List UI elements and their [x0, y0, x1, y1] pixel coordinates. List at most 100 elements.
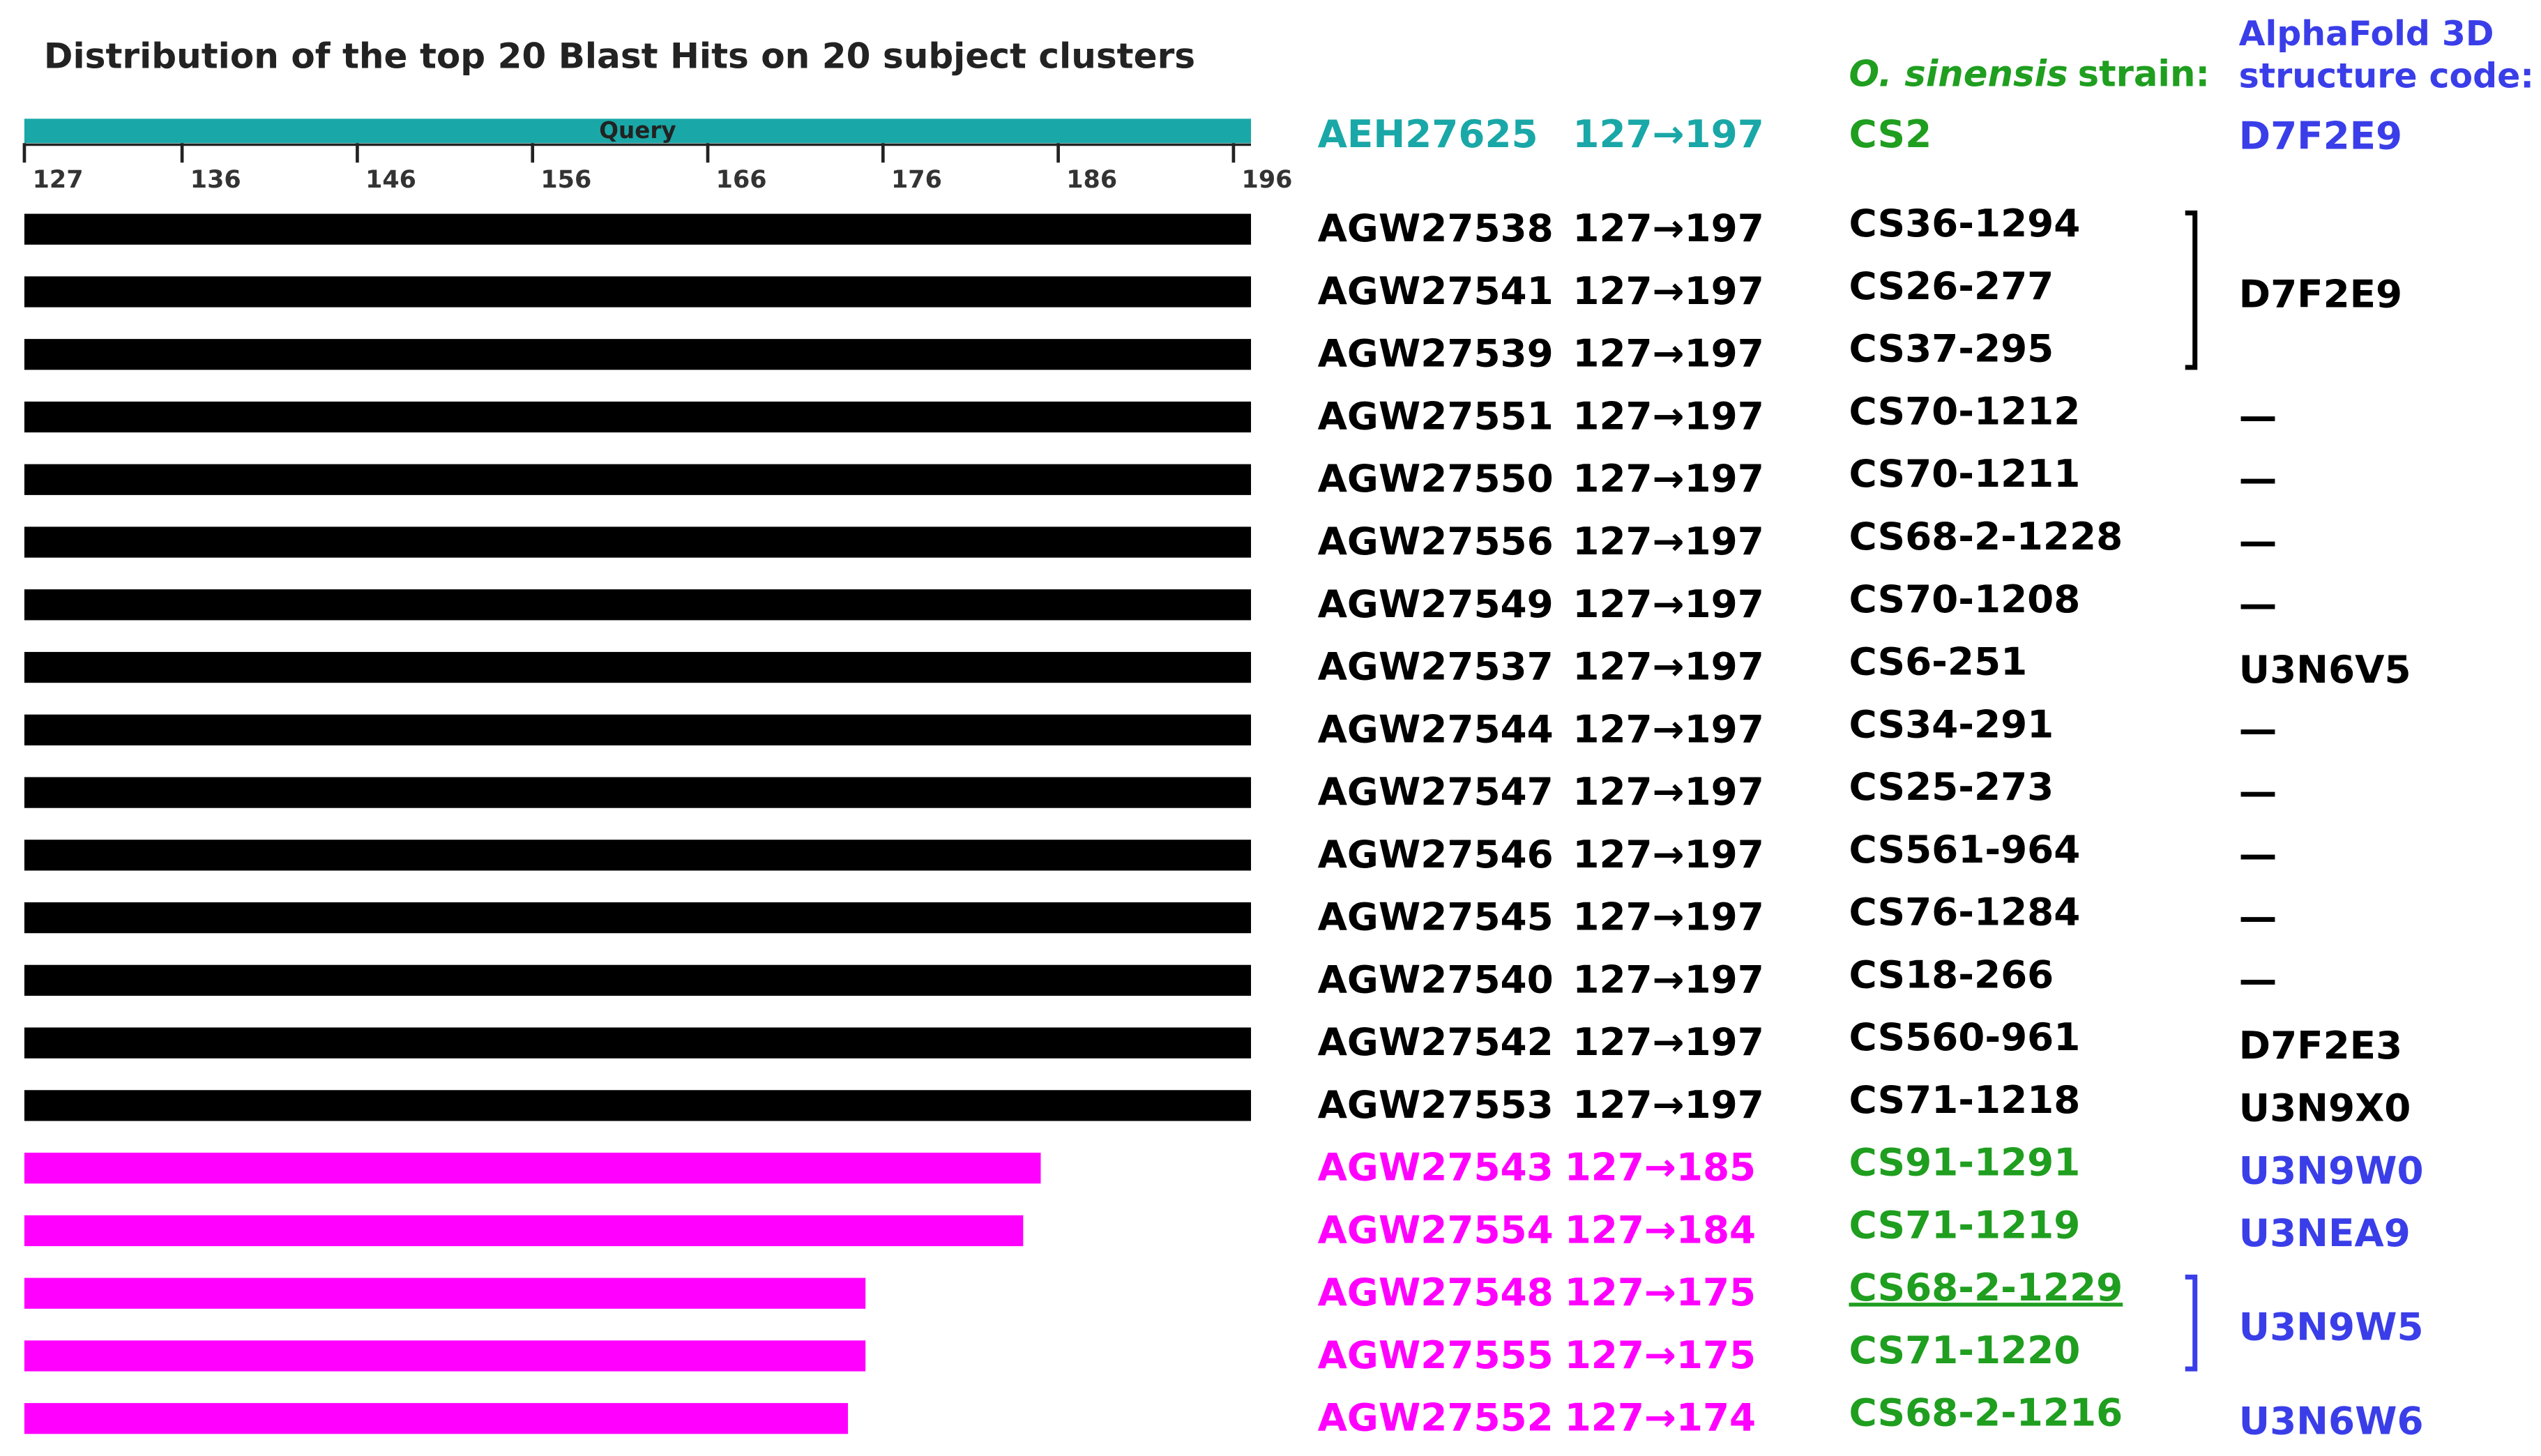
hit-strain: CS36-1294 — [1849, 201, 2080, 245]
hit-strain: CS34-291 — [1849, 702, 2054, 746]
x-tick-label: 196 — [1242, 166, 1293, 194]
hit-accession: AGW27543 — [1318, 1145, 1554, 1190]
hit-accession: AGW27537 — [1318, 644, 1554, 689]
hit-strain: CS561-964 — [1849, 827, 2080, 872]
hit-strain: CS68-2-1216 — [1849, 1390, 2123, 1435]
query-bar-label: Query — [599, 117, 676, 144]
hit-bar — [24, 276, 1252, 308]
hit-accession: AGW27548 — [1318, 1270, 1554, 1314]
hit-range: 127→197 — [1572, 331, 1763, 376]
hit-code: — — [2239, 519, 2277, 563]
x-tick-label: 146 — [365, 166, 416, 194]
x-tick-label: 186 — [1066, 166, 1117, 194]
hit-code: — — [2239, 769, 2277, 814]
x-tick-label: 176 — [891, 166, 942, 194]
hit-strain: CS71-1220 — [1849, 1328, 2080, 1372]
hit-strain: CS70-1208 — [1849, 577, 2080, 621]
hit-bar — [24, 1340, 866, 1372]
hit-bar — [24, 1277, 866, 1309]
hit-accession: AGW27553 — [1318, 1082, 1554, 1127]
query-bar — [24, 119, 1252, 144]
hit-range: 127→197 — [1572, 1019, 1763, 1064]
hit-code: U3N9W0 — [2239, 1148, 2424, 1192]
hit-bar — [24, 777, 1252, 808]
hit-bar — [24, 464, 1252, 495]
hit-strain: CS25-273 — [1849, 764, 2054, 809]
x-tick-label: 127 — [33, 166, 84, 194]
hit-range: 127→197 — [1572, 582, 1763, 626]
bracket — [2185, 210, 2198, 370]
hit-code: — — [2239, 957, 2277, 1001]
hit-bar — [24, 1215, 1024, 1247]
hit-code: — — [2239, 456, 2277, 501]
hit-bar — [24, 902, 1252, 934]
hit-accession: AGW27552 — [1318, 1395, 1554, 1440]
hit-strain: CS37-295 — [1849, 326, 2054, 371]
hit-accession: AGW27556 — [1318, 519, 1554, 563]
hit-range: 127→197 — [1572, 895, 1763, 939]
hit-range: 127→185 — [1565, 1145, 1756, 1190]
hit-accession: AGW27540 — [1318, 957, 1554, 1001]
hit-accession: AGW27546 — [1318, 832, 1554, 877]
hit-range: 127→197 — [1572, 957, 1763, 1001]
bracket — [2185, 1274, 2198, 1372]
hit-accession: AGW27538 — [1318, 206, 1554, 250]
strain-header: O. sinensis strain: — [1849, 54, 2210, 96]
hit-code: — — [2239, 895, 2277, 939]
hit-accession: AGW27542 — [1318, 1019, 1554, 1064]
hit-accession: AGW27545 — [1318, 895, 1554, 939]
code-header: structure code: — [2239, 56, 2534, 96]
hit-code: U3N9X0 — [2239, 1086, 2411, 1130]
hit-strain: CS18-266 — [1849, 952, 2054, 996]
hit-range: 127→197 — [1572, 206, 1763, 250]
hit-strain: CS71-1219 — [1849, 1202, 2080, 1247]
strain-header-italic: O. sinensis — [1849, 54, 2068, 96]
hit-range: 127→175 — [1565, 1333, 1756, 1377]
hit-range: 127→197 — [1572, 769, 1763, 814]
x-tick-label: 166 — [716, 166, 767, 194]
hit-code: — — [2239, 832, 2277, 877]
hit-bar — [24, 964, 1252, 996]
query-range: 127→197 — [1572, 112, 1763, 156]
x-tick-label: 156 — [540, 166, 591, 194]
chart-title: Distribution of the top 20 Blast Hits on… — [44, 36, 1195, 77]
hit-code: — — [2239, 582, 2277, 626]
hit-code: U3N9W5 — [2239, 1305, 2424, 1349]
hit-strain: CS26-277 — [1849, 264, 2054, 308]
hit-code: D7F2E9 — [2239, 272, 2403, 317]
hit-accession: AGW27539 — [1318, 331, 1554, 376]
hit-strain: CS68-2-1228 — [1849, 514, 2123, 559]
hit-bar — [24, 1090, 1252, 1121]
hit-bar — [24, 1153, 1041, 1184]
hit-accession: AGW27555 — [1318, 1333, 1554, 1377]
query-strain: CS2 — [1849, 112, 1932, 156]
hit-bar — [24, 840, 1252, 871]
x-tick-label: 136 — [190, 166, 241, 194]
hit-code: U3N6W6 — [2239, 1398, 2424, 1443]
hit-bar — [24, 1027, 1252, 1059]
hit-bar — [24, 401, 1252, 433]
hit-range: 127→174 — [1565, 1395, 1756, 1440]
hit-accession: AGW27549 — [1318, 582, 1554, 626]
strain-header-text: strain: — [2078, 54, 2210, 96]
hit-strain: CS76-1284 — [1849, 890, 2080, 934]
hit-range: 127→197 — [1572, 832, 1763, 877]
hit-range: 127→197 — [1572, 519, 1763, 563]
hit-strain: CS560-961 — [1849, 1015, 2080, 1059]
hit-range: 127→197 — [1572, 706, 1763, 751]
hit-accession: AGW27554 — [1318, 1207, 1554, 1252]
query-accession: AEH27625 — [1318, 112, 1538, 156]
hit-strain: CS68-2-1229 — [1849, 1265, 2123, 1310]
hit-accession: AGW27544 — [1318, 706, 1554, 751]
hit-range: 127→197 — [1572, 1082, 1763, 1127]
hit-code: U3N6V5 — [2239, 647, 2411, 692]
hit-code: — — [2239, 706, 2277, 751]
hit-strain: CS6-251 — [1849, 639, 2027, 684]
hit-bar — [24, 339, 1252, 370]
hit-range: 127→197 — [1572, 644, 1763, 689]
hit-accession: AGW27550 — [1318, 456, 1554, 501]
hit-bar — [24, 589, 1252, 621]
hit-strain: CS70-1212 — [1849, 388, 2080, 433]
